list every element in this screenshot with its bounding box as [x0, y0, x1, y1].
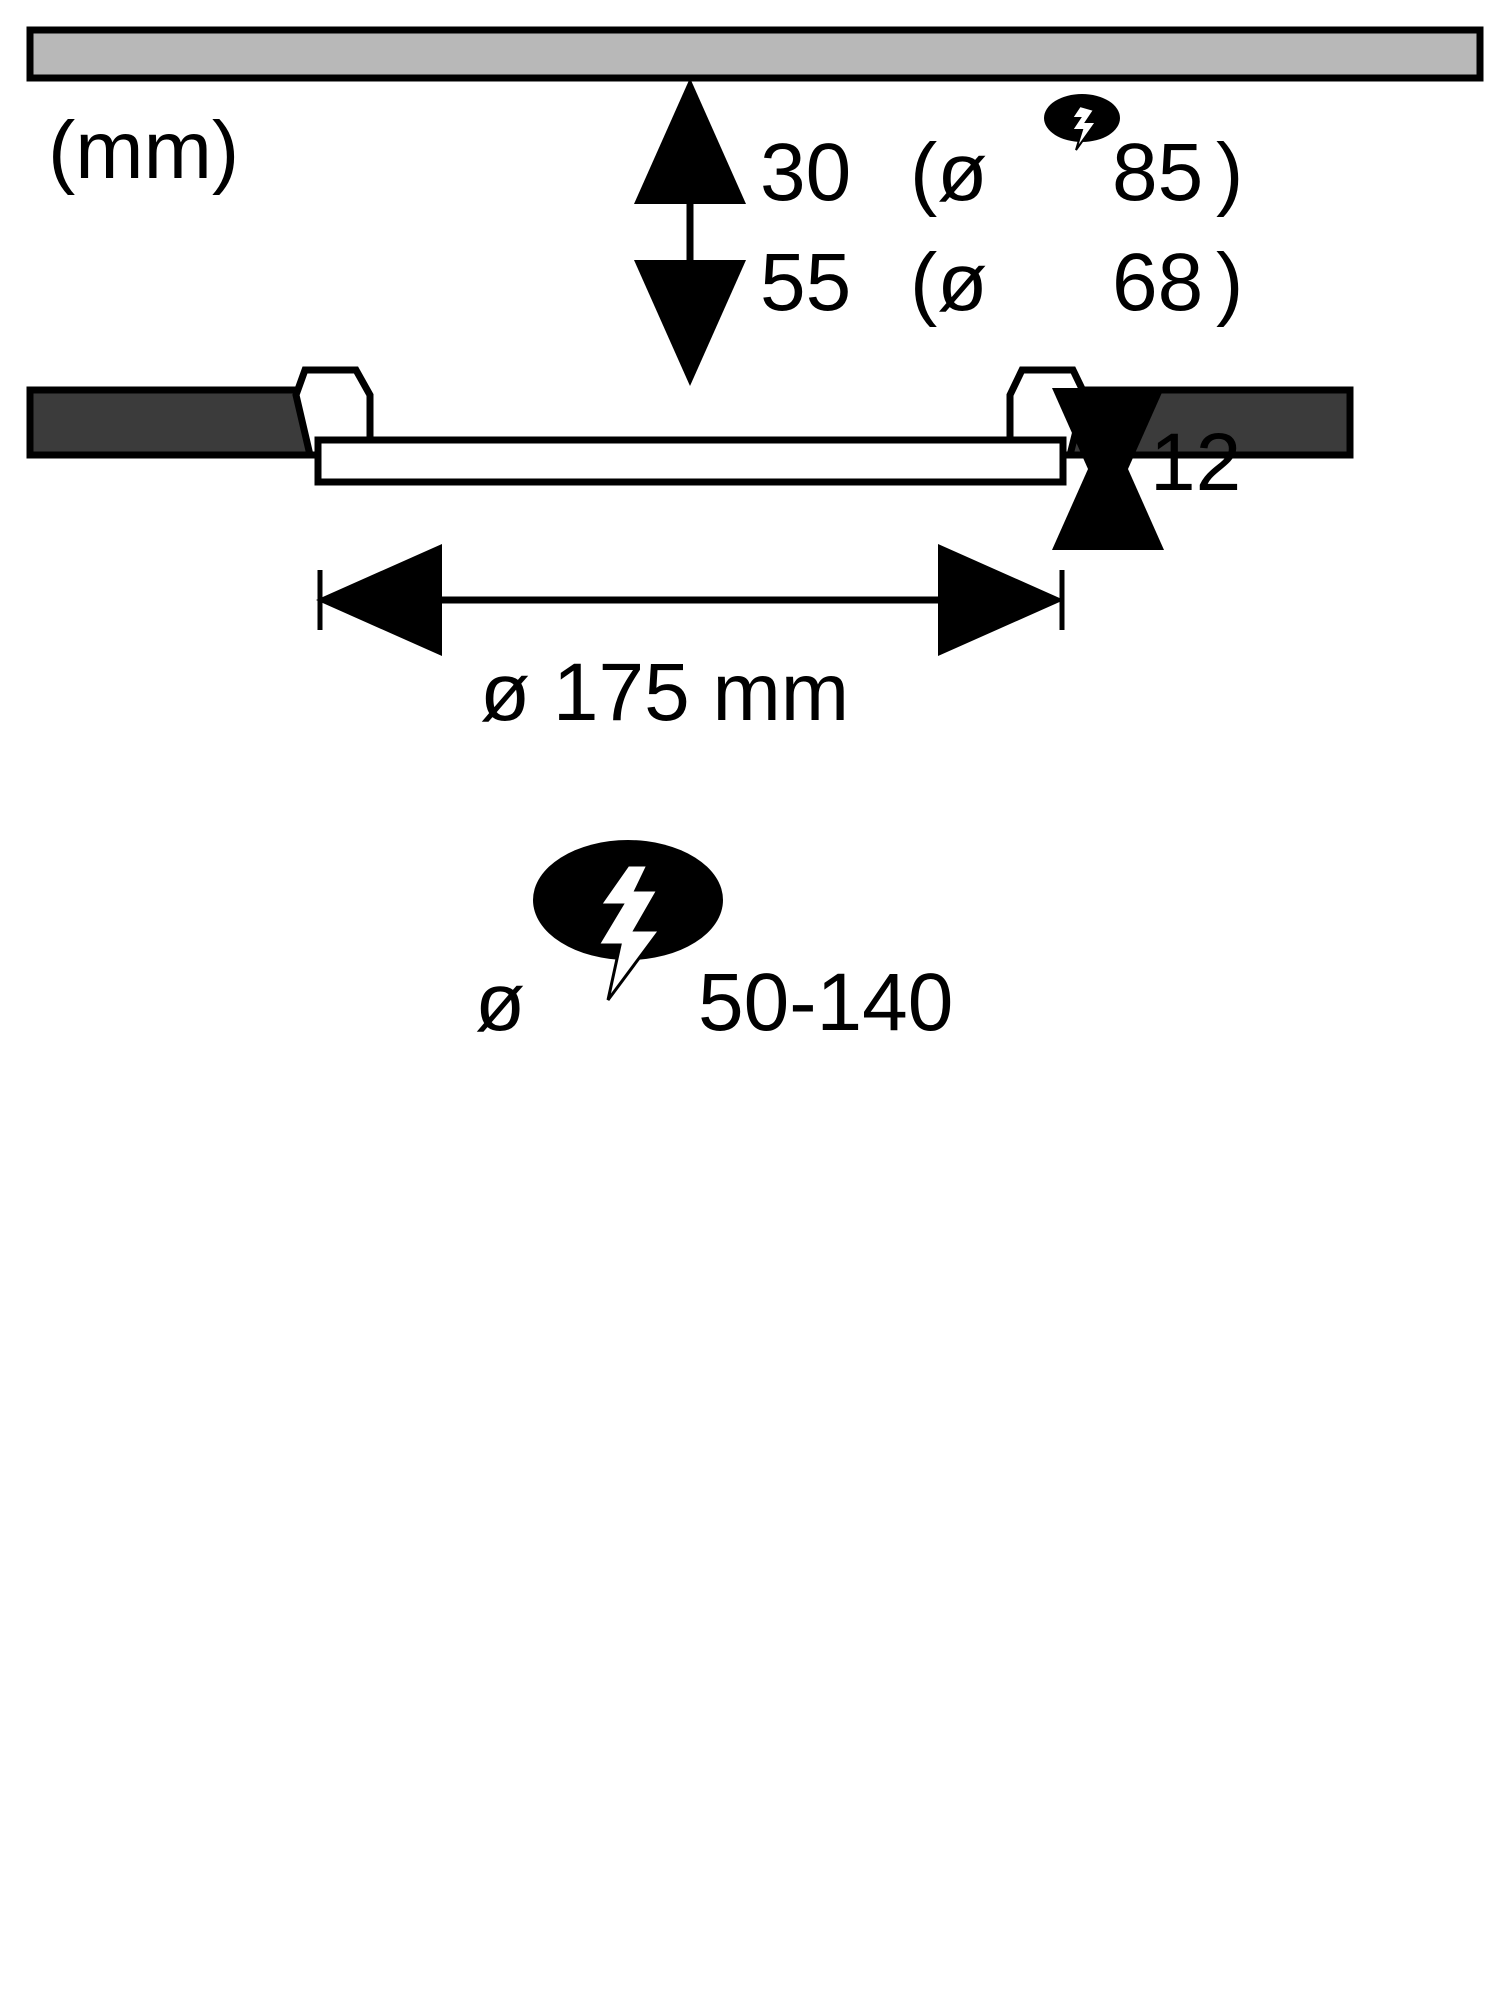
depth-value-2: 55: [760, 237, 851, 328]
ceiling-panel-left: [30, 390, 320, 455]
depth-diameter-2-close: ): [1216, 237, 1243, 328]
diagram-svg: (mm) 30 (ø 85 ) 55 (ø 68 ) 12: [0, 0, 1507, 2000]
drill-icon-small: [1044, 94, 1120, 150]
fixture-body: [318, 440, 1063, 482]
depth-value-1: 30: [760, 127, 851, 218]
depth-diameter-2: 68: [1112, 237, 1203, 328]
depth-diameter-1-close: ): [1216, 127, 1243, 218]
depth-diameter-1-open: (ø: [910, 127, 987, 218]
ceiling-bar: [30, 30, 1480, 78]
unit-label: (mm): [48, 105, 239, 196]
drill-icon-large: [533, 840, 723, 1000]
thickness-value: 12: [1150, 417, 1241, 508]
cutout-prefix: ø: [475, 957, 525, 1048]
depth-diameter-2-open: (ø: [910, 237, 987, 328]
width-label: ø 175 mm: [480, 647, 849, 738]
depth-diameter-1: 85: [1112, 127, 1203, 218]
cutout-range: 50-140: [698, 957, 953, 1048]
technical-diagram: (mm) 30 (ø 85 ) 55 (ø 68 ) 12: [0, 0, 1507, 2000]
